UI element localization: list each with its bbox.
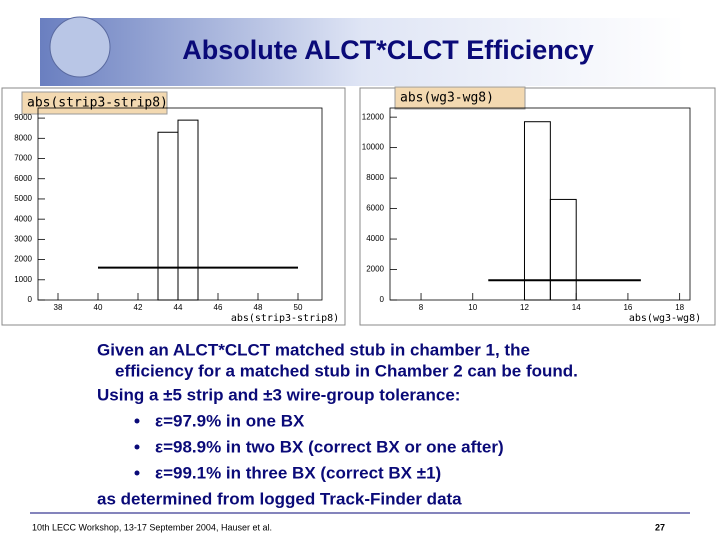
y-tick-label: 0 bbox=[28, 295, 33, 304]
body-line: Using a ±5 strip and ±3 wire-group toler… bbox=[97, 385, 460, 404]
y-tick-label: 6000 bbox=[14, 174, 32, 183]
x-tick-label: 16 bbox=[623, 303, 632, 312]
chart-frame bbox=[1, 87, 346, 326]
x-axis-label: abs(wg3-wg8) bbox=[629, 313, 701, 324]
y-tick-label: 1000 bbox=[14, 275, 32, 284]
footer-text: 10th LECC Workshop, 13-17 September 2004… bbox=[32, 522, 272, 532]
x-tick-label: 10 bbox=[468, 303, 477, 312]
bullet-item: ε=97.9% in one BX bbox=[155, 411, 305, 430]
x-tick-label: 38 bbox=[54, 303, 63, 312]
y-tick-label: 0 bbox=[380, 295, 385, 304]
x-tick-label: 44 bbox=[174, 303, 183, 312]
body-line: Given an ALCT*CLCT matched stub in chamb… bbox=[97, 340, 530, 359]
x-tick-label: 12 bbox=[520, 303, 529, 312]
x-tick-label: 14 bbox=[572, 303, 581, 312]
body-line: as determined from logged Track-Finder d… bbox=[97, 489, 462, 508]
histogram-bar bbox=[549, 198, 577, 301]
x-tick-label: 40 bbox=[94, 303, 103, 312]
x-tick-label: 42 bbox=[134, 303, 143, 312]
x-tick-label: 18 bbox=[675, 303, 684, 312]
histogram-bar bbox=[177, 119, 199, 301]
y-tick-label: 12000 bbox=[362, 112, 385, 121]
bullet bbox=[134, 418, 140, 424]
y-tick-label: 2000 bbox=[366, 265, 384, 274]
header-band bbox=[40, 18, 685, 86]
x-tick-label: 8 bbox=[419, 303, 424, 312]
slide-title: Absolute ALCT*CLCT Efficiency bbox=[182, 35, 594, 65]
chart-title: abs(strip3-strip8) bbox=[27, 96, 168, 111]
y-tick-label: 6000 bbox=[366, 204, 384, 213]
y-tick-label: 8000 bbox=[366, 173, 384, 182]
y-tick-label: 4000 bbox=[14, 214, 32, 223]
chart-frame bbox=[359, 87, 716, 326]
x-tick-label: 50 bbox=[294, 303, 303, 312]
bullet-item: ε=99.1% in three BX (correct BX ±1) bbox=[155, 463, 441, 482]
body-line: efficiency for a matched stub in Chamber… bbox=[115, 361, 578, 380]
page-number: 27 bbox=[655, 522, 665, 532]
chart-title: abs(wg3-wg8) bbox=[400, 91, 494, 106]
bullet-item: ε=98.9% in two BX (correct BX or one aft… bbox=[155, 437, 504, 456]
x-tick-label: 46 bbox=[214, 303, 223, 312]
y-tick-label: 8000 bbox=[14, 133, 32, 142]
y-tick-label: 3000 bbox=[14, 234, 32, 243]
logo bbox=[49, 16, 111, 78]
bullet bbox=[134, 444, 140, 450]
y-tick-label: 9000 bbox=[14, 113, 32, 122]
bullet bbox=[134, 470, 140, 476]
chart-title-box bbox=[394, 86, 526, 110]
y-tick-label: 5000 bbox=[14, 194, 32, 203]
y-tick-label: 10000 bbox=[362, 143, 385, 152]
y-tick-label: 4000 bbox=[366, 234, 384, 243]
chart-title-box bbox=[21, 91, 168, 115]
x-tick-label: 48 bbox=[254, 303, 263, 312]
x-axis-label: abs(strip3-strip8) bbox=[231, 313, 339, 324]
y-tick-label: 2000 bbox=[14, 255, 32, 264]
y-tick-label: 7000 bbox=[14, 154, 32, 163]
